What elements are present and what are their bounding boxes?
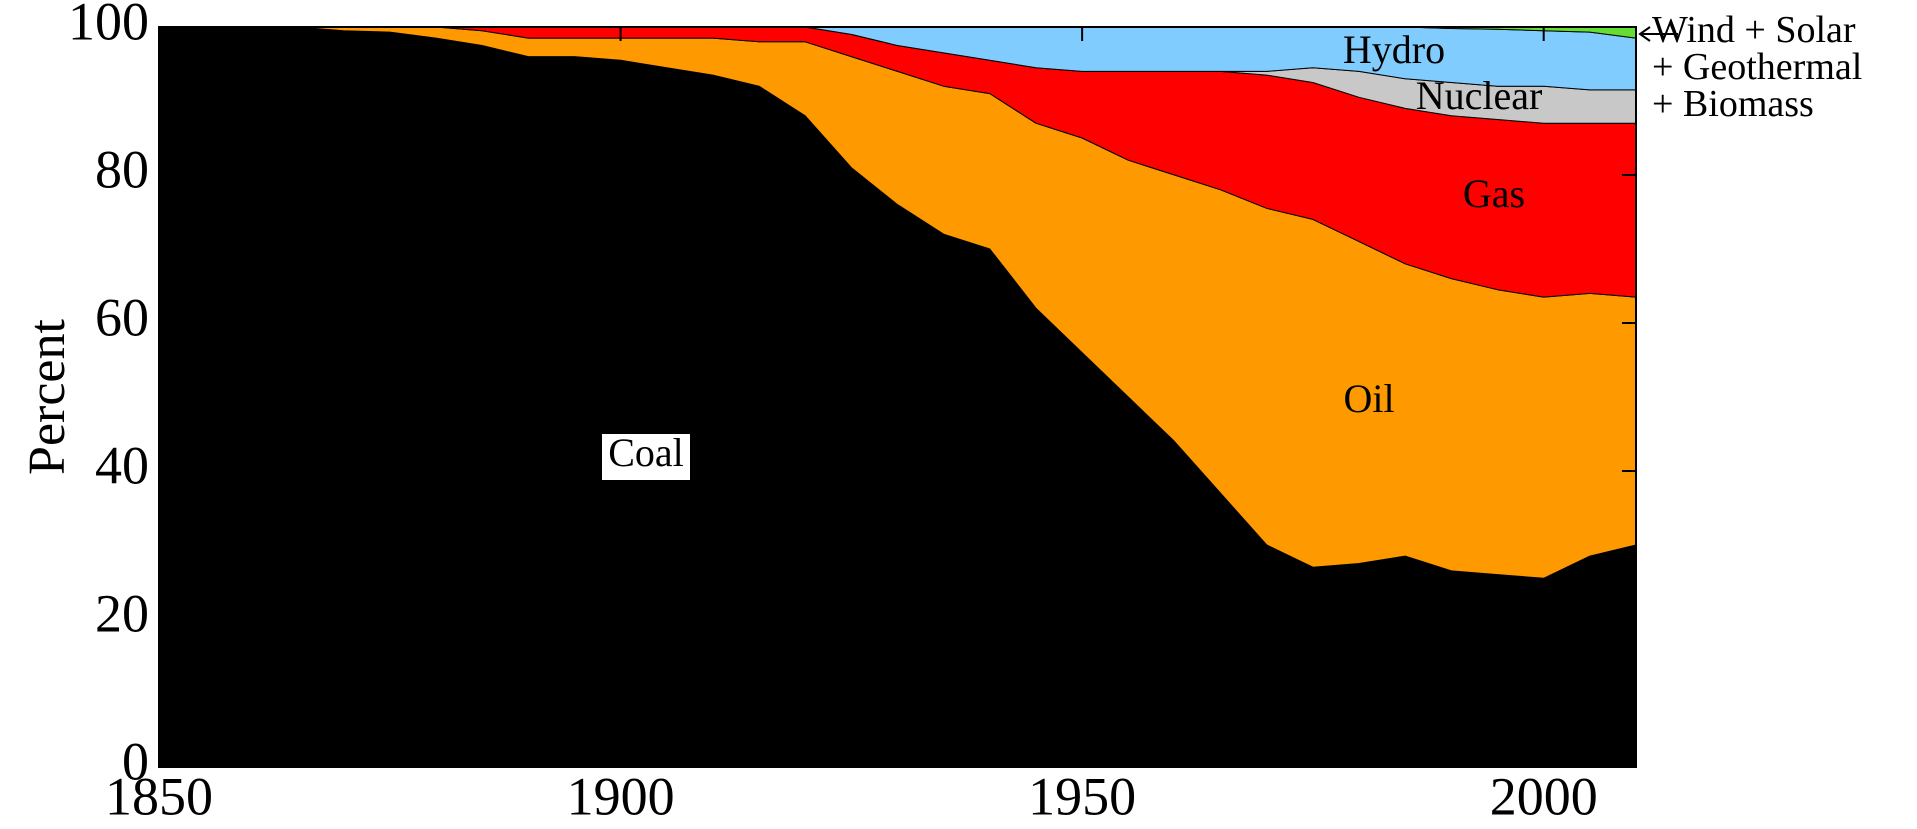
label-background	[602, 434, 690, 480]
series-label: Wind + Solar + Geothermal + Biomass	[1652, 9, 1863, 125]
series-label: Oil	[1343, 376, 1394, 421]
x-tick-label: 1950	[1028, 766, 1136, 826]
x-tick-label: 1900	[567, 766, 675, 826]
series-label: Coal	[608, 430, 684, 475]
arrow	[1638, 26, 1678, 42]
y-tick-label: 80	[95, 139, 149, 199]
series-label: Gas	[1463, 171, 1525, 216]
y-axis-label: Percent	[19, 318, 76, 474]
y-tick-label: 60	[95, 287, 149, 347]
series-label: Hydro	[1343, 27, 1445, 72]
series-label: Nuclear	[1416, 73, 1543, 118]
x-tick-label: 2000	[1490, 766, 1598, 826]
y-tick-label: 40	[95, 435, 149, 495]
x-tick-label: 1850	[105, 766, 213, 826]
y-tick-label: 100	[68, 0, 149, 51]
y-tick-label: 20	[95, 583, 149, 643]
y-tick-label: 0	[122, 731, 149, 791]
plot-frame	[158, 26, 1637, 768]
